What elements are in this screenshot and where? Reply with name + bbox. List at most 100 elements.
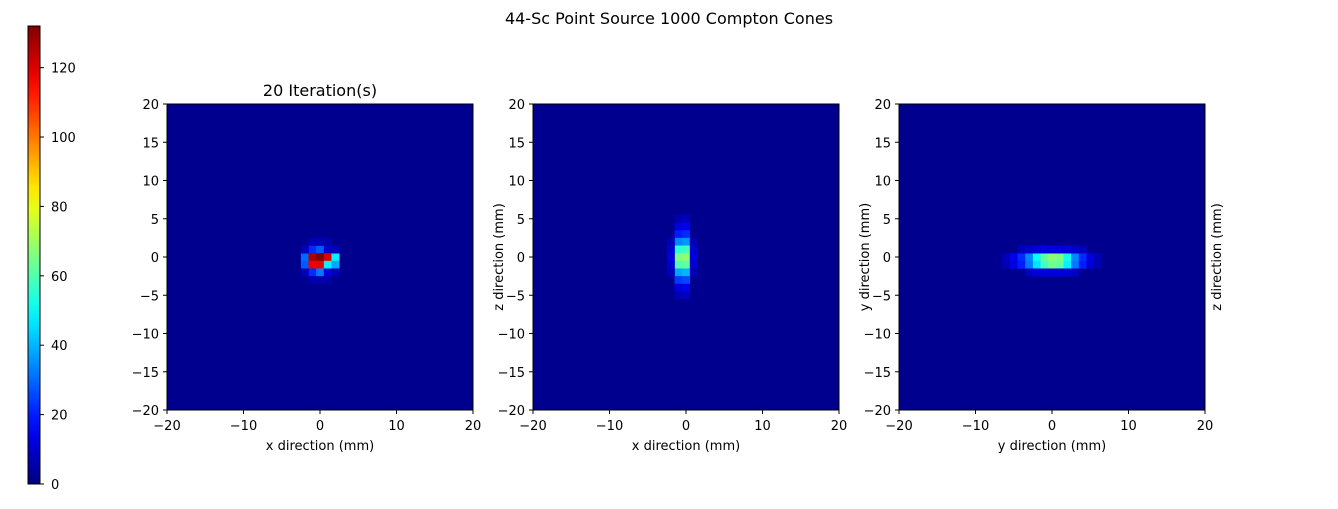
panel-title: 20 Iteration(s) [263, 81, 377, 100]
heatmap-cell [1063, 260, 1072, 269]
heatmap-cell [308, 253, 317, 262]
heatmap-cell [323, 253, 332, 262]
heatmap-cell [682, 245, 691, 254]
heatmap-cell [300, 253, 309, 262]
heatmap-cell [316, 268, 325, 277]
heatmap-cell [300, 260, 309, 269]
heatmap-cell [674, 276, 683, 285]
heatmap-cell [300, 245, 309, 254]
x-tick-label: 20 [465, 419, 482, 434]
heatmap-cell [689, 237, 698, 246]
heatmap-cell [300, 268, 309, 277]
heatmap-cell [666, 268, 675, 277]
heatmap-cell [674, 268, 683, 277]
heatmap-cell [1078, 260, 1087, 269]
heatmap-cell [316, 237, 325, 246]
heatmap-cell [1071, 260, 1080, 269]
heatmap-cell [1017, 260, 1026, 269]
y-tick-label: −15 [864, 366, 891, 381]
y-tick-label: −10 [864, 328, 891, 343]
y-tick-label: 10 [874, 175, 891, 190]
heatmap-cell [682, 276, 691, 285]
x-tick-label: −10 [230, 419, 257, 434]
heatmap-cell [682, 260, 691, 269]
heatmap-cell [1055, 253, 1064, 262]
heatmap-cell [689, 268, 698, 277]
y-tick-label: 15 [874, 136, 891, 151]
heatmap-cell [323, 245, 332, 254]
x-tick-label: 10 [754, 419, 771, 434]
y-tick-label: 20 [508, 98, 525, 113]
heatmap-cell [674, 237, 683, 246]
heatmap-cell [682, 214, 691, 223]
y-tick-label: 20 [874, 98, 891, 113]
heatmap-cell [674, 253, 683, 262]
heatmap-cell [666, 253, 675, 262]
heatmap-cell [331, 260, 340, 269]
heatmap-cell [1025, 253, 1034, 262]
y-tick-label: 20 [142, 98, 159, 113]
y-tick-label: −10 [132, 328, 159, 343]
heatmap-cell [308, 276, 317, 285]
heatmap-cell [316, 245, 325, 254]
y-tick-label: −20 [864, 404, 891, 419]
heatmap-cell [316, 276, 325, 285]
x-tick-label: −20 [885, 419, 912, 434]
heatmap-cell [331, 268, 340, 277]
heatmap-cell [682, 268, 691, 277]
heatmap-cell [1032, 245, 1041, 254]
y-tick-label: 0 [517, 251, 525, 266]
heatmap-cell [1040, 268, 1049, 277]
heatmap-cell [674, 245, 683, 254]
heatmap-cell [1078, 253, 1087, 262]
heatmap-cell [323, 268, 332, 277]
y-tick-label: −5 [872, 289, 891, 304]
heatmap-cell [1040, 253, 1049, 262]
heatmap-cell [666, 260, 675, 269]
heatmap-cell [308, 245, 317, 254]
y-axis-label: y direction (mm) [858, 203, 873, 311]
heatmap-cell [323, 260, 332, 269]
heatmap-cell [1040, 245, 1049, 254]
y-tick-label: −5 [140, 289, 159, 304]
y-tick-label: −20 [498, 404, 525, 419]
y-tick-label: 10 [508, 175, 525, 190]
heatmap-cell [1048, 245, 1057, 254]
x-tick-label: −20 [519, 419, 546, 434]
heatmap-cell [1048, 260, 1057, 269]
heatmap-cell [682, 291, 691, 300]
heatmap-cell [674, 222, 683, 231]
y-tick-label: −15 [498, 366, 525, 381]
heatmap-cell [1032, 253, 1041, 262]
heatmap-panels: −20 −10 0 10 20 −20 −15 −10 −5 0 5 10 15 20 x directio… [132, 81, 1225, 454]
heatmap-cell [1071, 268, 1080, 277]
heatmap-cell [1025, 245, 1034, 254]
colorbar-tick-label: 80 [51, 200, 68, 215]
heatmap-cell [1002, 253, 1011, 262]
heatmap-cell [1048, 268, 1057, 277]
heatmap-cell [666, 237, 675, 246]
colorbar-tick-label: 20 [51, 409, 68, 424]
y-tick-label: −5 [506, 289, 525, 304]
y-tick-label: 5 [883, 213, 891, 228]
heatmap-panel-2: −20 −10 0 10 20 −20 −15 −10 −5 0 5 10 15 20 x directio… [492, 98, 847, 454]
x-tick-label: 10 [388, 419, 405, 434]
colorbar-tick-label: 60 [51, 270, 68, 285]
y-tick-label: 0 [883, 251, 891, 266]
heatmap-cell [674, 214, 683, 223]
heatmap-cell [1055, 260, 1064, 269]
heatmap-cell [666, 245, 675, 254]
colorbar-tick-label: 120 [51, 62, 76, 77]
heatmap-cell [682, 253, 691, 262]
y-tick-label: 5 [517, 213, 525, 228]
heatmap-cell [1040, 260, 1049, 269]
x-tick-label: −20 [153, 419, 180, 434]
heatmap-cell [1094, 260, 1103, 269]
heatmap-panel-3: −20 −10 0 10 20 −20 −15 −10 −5 0 5 10 15 20 y directio… [858, 98, 1225, 454]
heatmap-cell [1017, 245, 1026, 254]
heatmap-cell [674, 260, 683, 269]
colorbar: 0 20 40 60 80 100 120 [27, 25, 76, 493]
heatmap-cell [682, 237, 691, 246]
y-tick-label: 15 [142, 136, 159, 151]
